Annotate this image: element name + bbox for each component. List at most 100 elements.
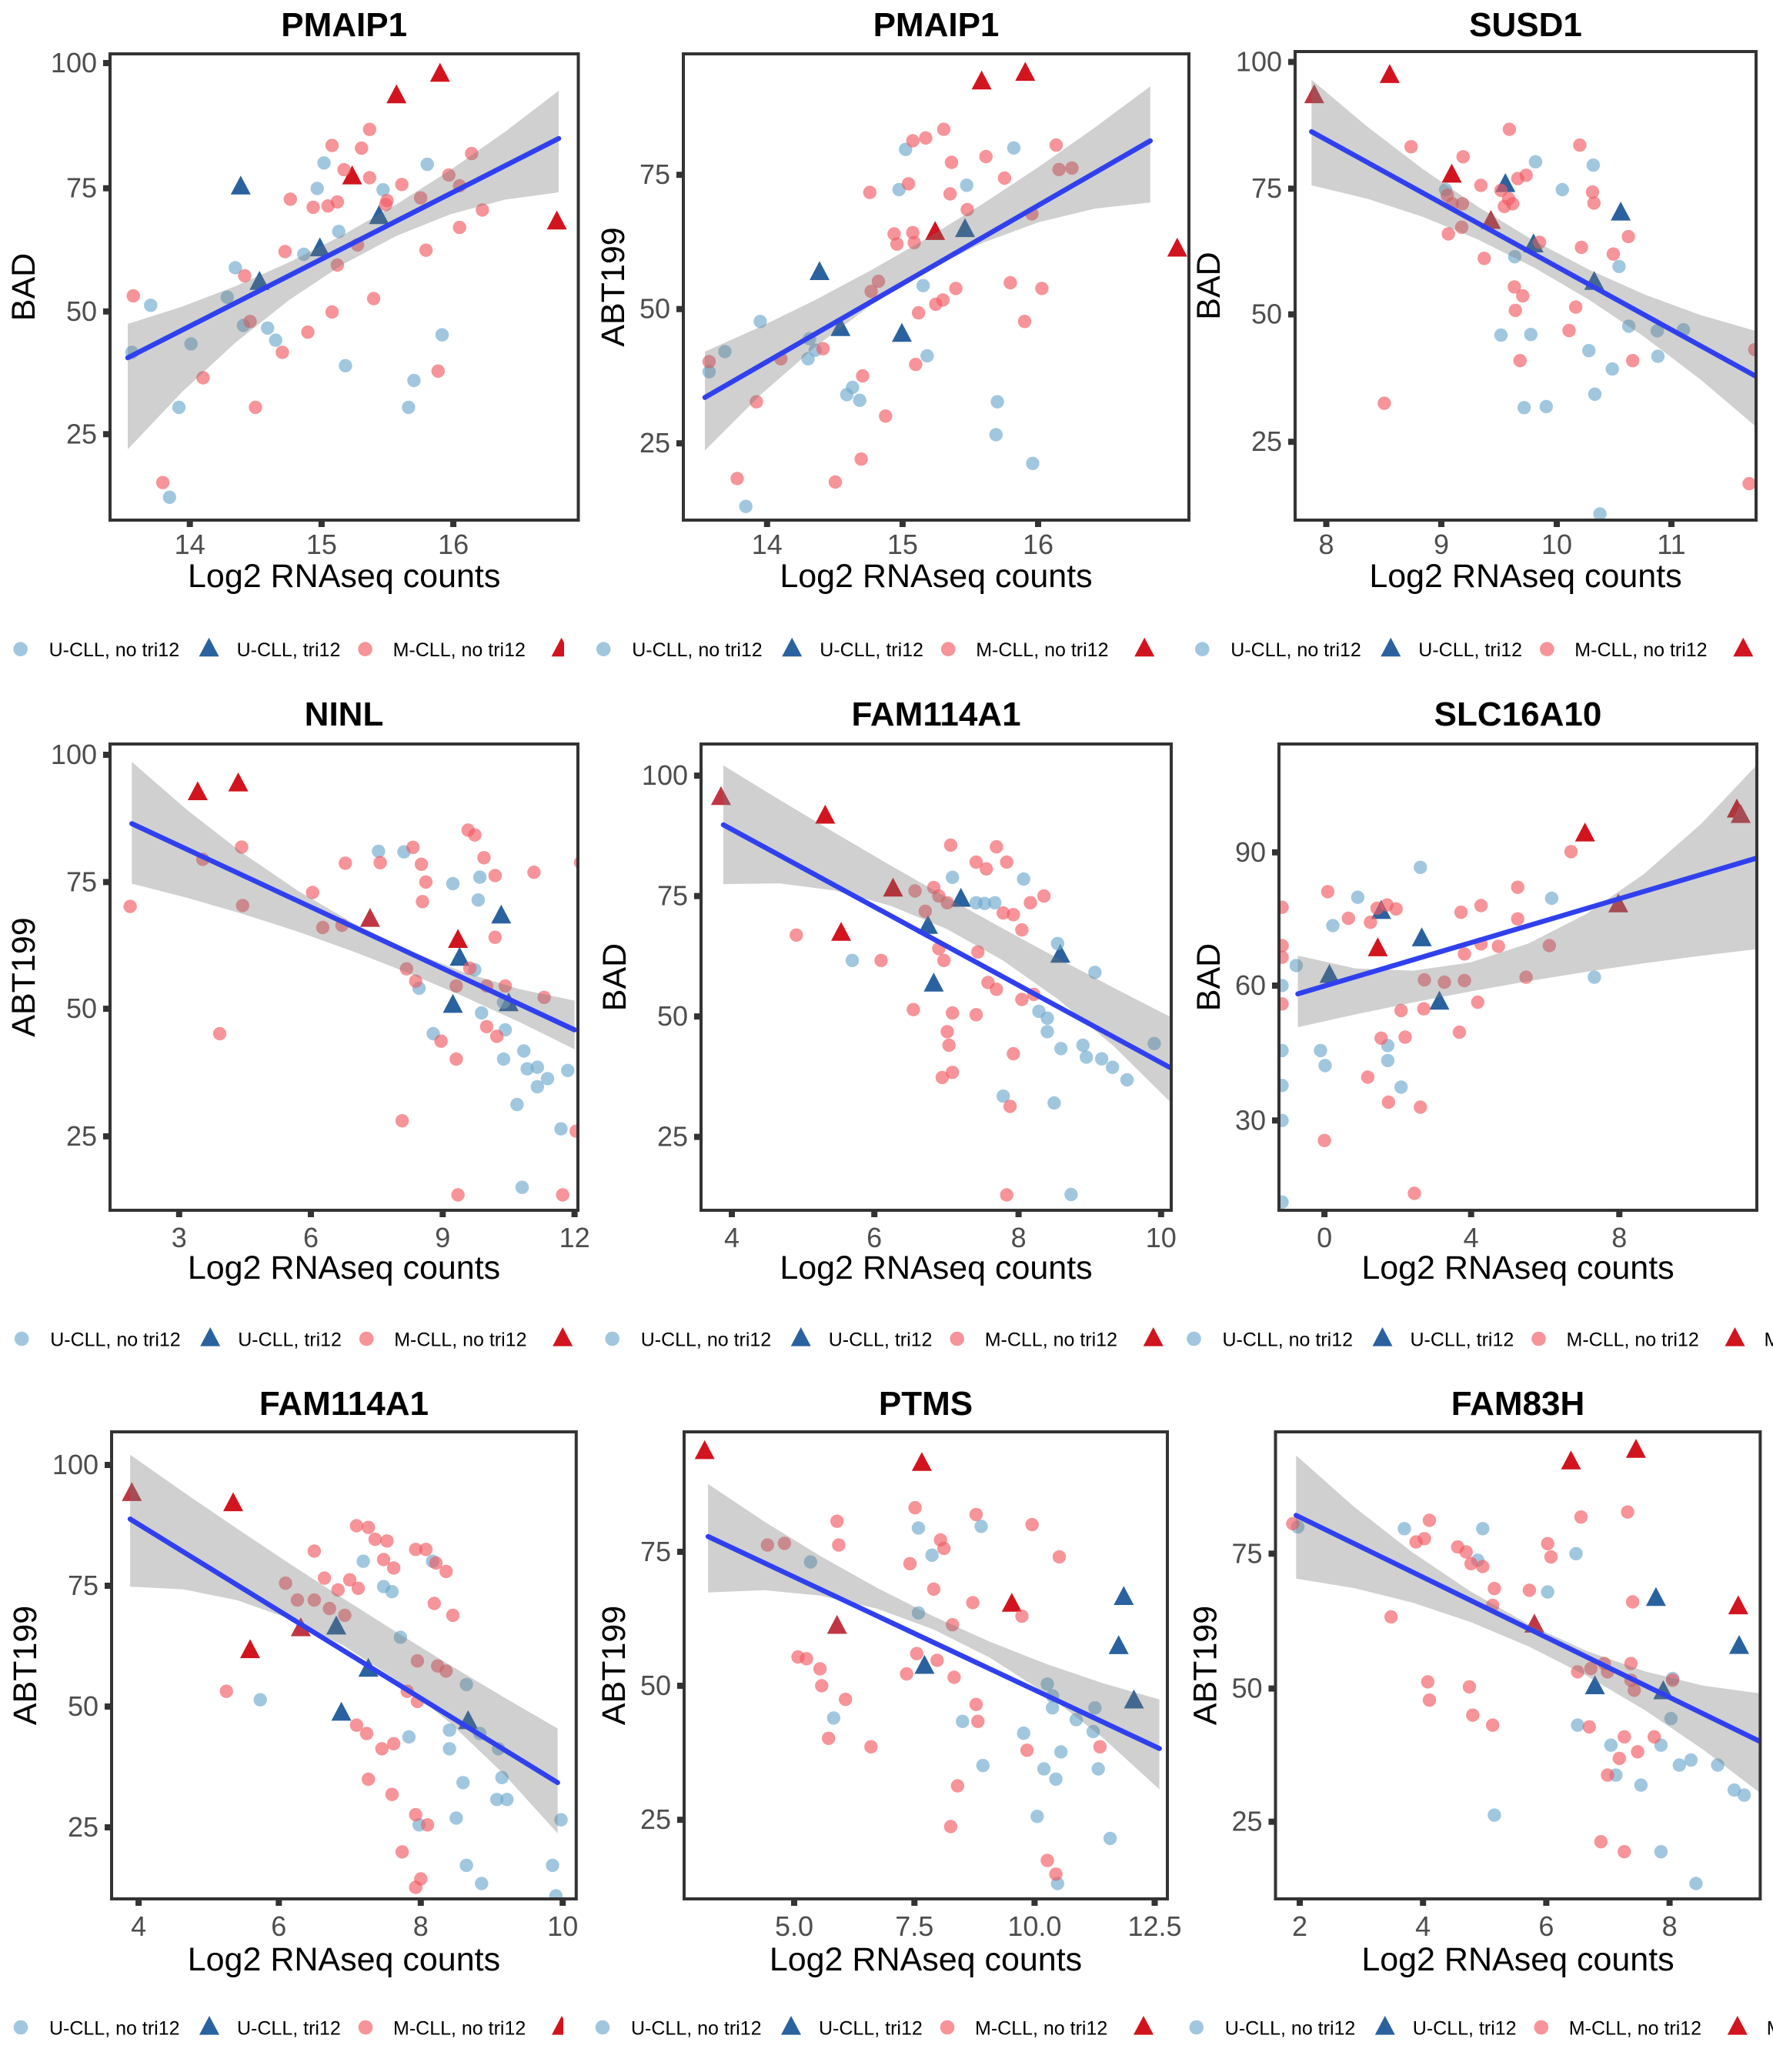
svg-text:Log2 RNAseq counts: Log2 RNAseq counts [780, 558, 1092, 595]
svg-text:100: 100 [51, 47, 97, 78]
svg-text:ABT199: ABT199 [595, 227, 632, 346]
svg-text:6: 6 [1538, 1910, 1554, 1942]
svg-text:8: 8 [1011, 1222, 1027, 1253]
svg-text:50: 50 [657, 1000, 688, 1032]
svg-text:75: 75 [640, 1536, 671, 1567]
svg-text:M-CLL, no tri12: M-CLL, no tri12 [393, 2018, 526, 2040]
svg-text:BAD: BAD [1190, 943, 1227, 1011]
svg-text:PMAIP1: PMAIP1 [873, 6, 1000, 44]
svg-text:4: 4 [724, 1222, 740, 1253]
svg-text:75: 75 [66, 866, 97, 897]
svg-text:25: 25 [639, 427, 670, 459]
svg-text:75: 75 [657, 880, 688, 912]
svg-text:75: 75 [1251, 172, 1282, 204]
svg-text:M-CLL, no tri12: M-CLL, no tri12 [393, 639, 526, 661]
svg-text:U-CLL, tri12: U-CLL, tri12 [820, 639, 923, 661]
svg-text:M-CLL, no tri12: M-CLL, no tri12 [975, 2018, 1107, 2040]
svg-text:U-CLL, tri12: U-CLL, tri12 [1413, 2018, 1517, 2040]
svg-text:Log2 RNAseq counts: Log2 RNAseq counts [770, 1941, 1082, 1978]
svg-text:U-CLL, tri12: U-CLL, tri12 [237, 639, 341, 661]
svg-text:90: 90 [1235, 836, 1266, 868]
svg-text:U-CLL, no tri12: U-CLL, no tri12 [1223, 1330, 1354, 1351]
svg-text:BAD: BAD [596, 943, 633, 1011]
svg-text:ABT199: ABT199 [1187, 1606, 1224, 1725]
svg-text:FAM114A1: FAM114A1 [259, 1385, 429, 1423]
svg-text:50: 50 [1231, 1673, 1262, 1704]
svg-text:U-CLL, tri12: U-CLL, tri12 [238, 1330, 342, 1351]
svg-text:U-CLL, tri12: U-CLL, tri12 [1418, 639, 1522, 661]
svg-text:U-CLL, no tri12: U-CLL, no tri12 [641, 1330, 772, 1351]
svg-text:50: 50 [66, 993, 97, 1024]
svg-text:M-CLL, no tri12: M-CLL, no tri12 [394, 1330, 526, 1351]
svg-text:15: 15 [306, 529, 337, 560]
svg-text:50: 50 [640, 1670, 671, 1701]
svg-text:Log2 RNAseq counts: Log2 RNAseq counts [780, 1250, 1092, 1286]
svg-text:10: 10 [1146, 1222, 1177, 1253]
svg-text:75: 75 [66, 172, 97, 204]
svg-text:0: 0 [1317, 1222, 1332, 1253]
svg-text:8: 8 [1662, 1910, 1678, 1942]
svg-text:PTMS: PTMS [879, 1385, 973, 1423]
svg-text:100: 100 [52, 1449, 98, 1480]
svg-text:25: 25 [1251, 425, 1282, 457]
svg-text:U-CLL, no tri12: U-CLL, no tri12 [632, 639, 763, 661]
svg-text:8: 8 [1611, 1222, 1627, 1253]
svg-text:14: 14 [752, 529, 783, 560]
svg-text:25: 25 [640, 1803, 671, 1835]
svg-text:M-CLL, no tri12: M-CLL, no tri12 [1569, 2018, 1701, 2040]
svg-text:75: 75 [68, 1570, 98, 1601]
svg-text:M-CLL, no tri12: M-CLL, no tri12 [985, 1330, 1117, 1351]
svg-text:10: 10 [1541, 529, 1572, 560]
svg-text:16: 16 [438, 529, 469, 560]
svg-text:100: 100 [51, 739, 97, 770]
svg-text:PMAIP1: PMAIP1 [281, 6, 407, 44]
svg-text:U-CLL, tri12: U-CLL, tri12 [819, 2018, 923, 2040]
svg-text:10.0: 10.0 [1007, 1910, 1061, 1942]
svg-text:25: 25 [66, 1120, 97, 1152]
svg-text:25: 25 [68, 1811, 98, 1843]
svg-text:30: 30 [1235, 1104, 1266, 1136]
svg-text:10: 10 [547, 1910, 578, 1942]
svg-text:7.5: 7.5 [895, 1910, 933, 1942]
svg-text:Log2 RNAseq counts: Log2 RNAseq counts [188, 1941, 500, 1978]
svg-text:60: 60 [1235, 969, 1266, 1001]
svg-text:6: 6 [303, 1222, 319, 1253]
svg-text:U-CLL, tri12: U-CLL, tri12 [237, 2018, 341, 2040]
svg-text:Log2 RNAseq counts: Log2 RNAseq counts [1369, 558, 1681, 595]
svg-text:M-CLL, no tri12: M-CLL, no tri12 [976, 639, 1108, 661]
svg-text:25: 25 [66, 418, 97, 449]
svg-text:ABT199: ABT199 [7, 1606, 44, 1725]
svg-text:4: 4 [131, 1910, 146, 1942]
svg-text:6: 6 [866, 1222, 882, 1253]
svg-text:Log2 RNAseq counts: Log2 RNAseq counts [188, 558, 500, 595]
svg-text:75: 75 [639, 158, 670, 190]
svg-text:M-CLL, tri12: M-CLL, tri12 [1767, 2018, 1773, 2040]
svg-text:9: 9 [1434, 529, 1449, 560]
svg-text:4: 4 [1415, 1910, 1431, 1942]
svg-text:Log2 RNAseq counts: Log2 RNAseq counts [188, 1250, 500, 1286]
svg-text:15: 15 [887, 529, 918, 560]
svg-text:5.0: 5.0 [775, 1910, 813, 1942]
svg-text:50: 50 [1251, 299, 1282, 330]
svg-text:25: 25 [657, 1121, 688, 1153]
svg-text:100: 100 [1236, 46, 1282, 78]
svg-text:9: 9 [435, 1222, 450, 1253]
svg-text:25: 25 [1231, 1806, 1262, 1837]
svg-text:14: 14 [175, 529, 205, 560]
svg-text:Log2 RNAseq counts: Log2 RNAseq counts [1361, 1941, 1674, 1978]
svg-text:75: 75 [1231, 1537, 1262, 1569]
svg-text:12: 12 [559, 1222, 590, 1253]
svg-text:U-CLL, no tri12: U-CLL, no tri12 [1230, 639, 1361, 661]
svg-text:50: 50 [66, 295, 97, 327]
svg-text:NINL: NINL [305, 696, 384, 733]
svg-text:11: 11 [1657, 529, 1685, 560]
svg-text:U-CLL, tri12: U-CLL, tri12 [1411, 1330, 1514, 1351]
svg-text:16: 16 [1023, 529, 1053, 560]
svg-text:3: 3 [172, 1222, 187, 1253]
svg-text:8: 8 [413, 1910, 429, 1942]
svg-text:ABT199: ABT199 [596, 1606, 633, 1725]
svg-text:FAM114A1: FAM114A1 [851, 696, 1020, 733]
svg-text:2: 2 [1292, 1910, 1307, 1942]
svg-text:SLC16A10: SLC16A10 [1434, 696, 1602, 733]
svg-text:6: 6 [271, 1910, 286, 1942]
